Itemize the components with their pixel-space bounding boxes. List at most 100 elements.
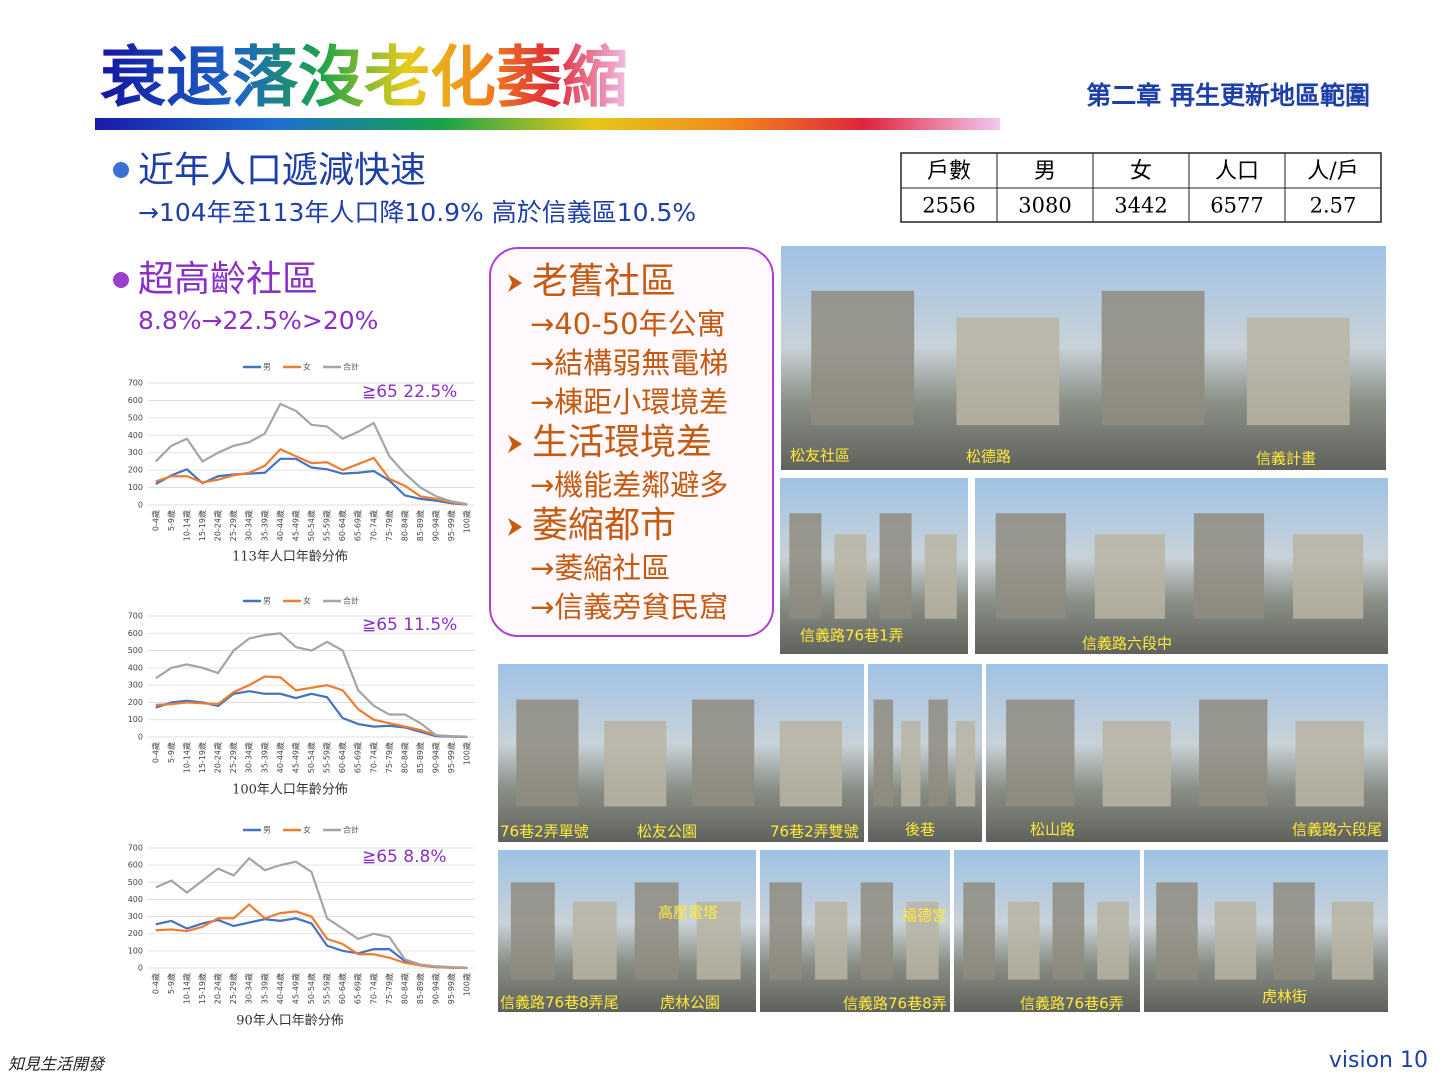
box-line: →萎縮社區: [530, 551, 670, 585]
photo-building: [1193, 513, 1265, 619]
x-tick-label: 35-39歲: [259, 742, 269, 773]
x-tick-label: 10-14歲: [181, 973, 191, 1004]
arrow-bullet: [508, 274, 522, 292]
photo-caption: 高壓電塔: [658, 904, 718, 922]
box-line: →信義旁貧民窟: [530, 590, 728, 624]
x-tick-label: 5-9歲: [166, 742, 176, 763]
legend-label: 女: [303, 825, 311, 835]
x-tick-label: 15-19歲: [197, 742, 207, 773]
x-tick-label: 75-79歲: [384, 973, 394, 1004]
x-tick-label: 40-44歲: [275, 973, 285, 1004]
y-tick-label: 500: [128, 413, 143, 422]
x-tick-label: 15-19歲: [197, 973, 207, 1004]
photo-building: [1052, 882, 1085, 980]
x-tick-label: 30-34歲: [244, 742, 254, 773]
photo-building: [928, 699, 948, 807]
x-tick-label: 95-99歲: [446, 973, 456, 1004]
photo-caption: 虎林公園: [660, 994, 720, 1012]
x-tick-label: 30-34歲: [244, 510, 254, 541]
x-tick-label: 45-49歲: [290, 510, 300, 541]
photo-building: [696, 901, 741, 980]
x-tick-label: 70-74歲: [368, 973, 378, 1004]
photo-building: [811, 290, 915, 426]
x-tick-label: 55-59歲: [322, 510, 332, 541]
table-header: 戶數: [927, 159, 971, 184]
x-tick-label: 70-74歲: [368, 742, 378, 773]
legend-label: 合計: [343, 362, 359, 372]
x-tick-label: 60-64歲: [337, 510, 347, 541]
photo-building: [769, 882, 802, 980]
photo-building: [691, 699, 755, 807]
x-tick-label: 75-79歲: [384, 742, 394, 773]
table-cell: 3080: [1018, 194, 1071, 218]
x-tick-label: 5-9歲: [166, 510, 176, 531]
x-tick-label: 60-64歲: [337, 742, 347, 773]
y-tick-label: 500: [128, 878, 143, 887]
photo-building: [879, 513, 912, 619]
x-tick-label: 55-59歲: [322, 742, 332, 773]
box-line: →40-50年公寓: [530, 307, 726, 341]
photo-building: [1094, 534, 1165, 619]
slide-title: 衰退落沒老化萎縮: [100, 39, 628, 116]
table-cell: 2.57: [1310, 194, 1357, 218]
series-line: [155, 675, 468, 738]
x-tick-label: 65-69歲: [353, 742, 363, 773]
table-header: 人/戶: [1307, 159, 1358, 184]
photo-caption: 虎林街: [1262, 988, 1307, 1006]
chart-title: 100年人口年齡分佈: [232, 782, 348, 798]
chapter: 第二章 再生更新地區範圍: [1086, 81, 1370, 110]
photo-building: [1097, 901, 1129, 980]
photo-caption: 信義路76巷8弄: [843, 995, 947, 1013]
photo-caption: 信義路76巷8弄尾: [500, 994, 619, 1012]
photo-building: [1295, 720, 1364, 807]
photo-caption: 信義路六段中: [1082, 635, 1172, 653]
footer-left: 知見生活開發: [8, 1055, 106, 1074]
photo-building: [955, 720, 976, 807]
photo-caption: 76巷2弄單號: [500, 823, 589, 841]
series-line: [155, 402, 468, 506]
x-tick-label: 45-49歲: [290, 742, 300, 773]
series-line: [155, 447, 468, 506]
photo-building: [834, 534, 867, 619]
photo-caption: 福德宮: [902, 907, 947, 925]
photo-building: [995, 513, 1066, 619]
x-tick-label: 85-89歲: [415, 742, 425, 773]
x-tick-label: 0-4歲: [150, 742, 160, 763]
table-cell: 2556: [922, 194, 975, 218]
bullet-dot: [113, 162, 129, 178]
y-tick-label: 200: [128, 929, 143, 938]
y-tick-label: 700: [128, 844, 143, 853]
photo-building: [963, 882, 995, 980]
table-header: 男: [1034, 159, 1056, 184]
y-tick-label: 100: [128, 715, 143, 724]
photo-caption: 信義計畫: [1256, 450, 1316, 468]
series-line: [155, 903, 468, 970]
photo-building: [1156, 882, 1198, 980]
legend-label: 合計: [343, 825, 359, 835]
y-tick-label: 300: [128, 681, 143, 690]
x-tick-label: 90-94歲: [431, 973, 441, 1004]
photo-building: [1006, 699, 1075, 807]
photo-building: [906, 901, 939, 980]
photo-building: [1214, 901, 1257, 980]
photo-building: [1199, 699, 1268, 807]
photo-building: [1293, 534, 1364, 619]
arrow-bullet: [508, 518, 522, 536]
photo-caption: 松山路: [1030, 821, 1075, 839]
arrow-bullet: [508, 435, 522, 453]
photo-building: [860, 882, 893, 980]
legend-label: 合計: [343, 596, 359, 606]
table: 戶數 男 女 人口 人/戶 2556 3080 3442 6577 2.57: [900, 152, 1382, 223]
y-tick-label: 300: [128, 912, 143, 921]
series-line: [155, 856, 468, 969]
y-tick-label: 600: [128, 396, 143, 405]
x-tick-label: 45-49歲: [290, 973, 300, 1004]
y-tick-label: 600: [128, 861, 143, 870]
title-rule: [95, 118, 1000, 130]
photo-building: [873, 699, 894, 807]
y-tick-label: 100: [128, 946, 143, 955]
y-tick-label: 0: [138, 964, 143, 973]
